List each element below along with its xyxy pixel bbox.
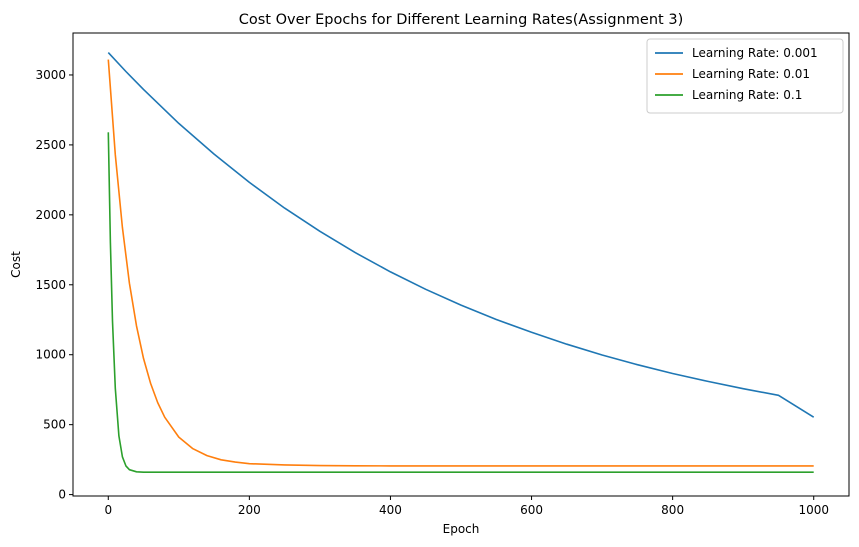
x-tick-label: 0 bbox=[104, 503, 112, 517]
y-tick-label: 500 bbox=[43, 418, 66, 432]
series-line-2 bbox=[107, 132, 814, 474]
y-tick-label: 3000 bbox=[35, 68, 66, 82]
x-tick-label: 1000 bbox=[798, 503, 829, 517]
x-tick-label: 800 bbox=[661, 503, 684, 517]
chart-title: Cost Over Epochs for Different Learning … bbox=[239, 12, 683, 28]
series-line-0 bbox=[107, 52, 815, 418]
x-tick-label: 200 bbox=[238, 503, 261, 517]
x-axis: 0 200 400 600 800 1000 bbox=[104, 496, 829, 517]
y-tick-label: 2500 bbox=[35, 138, 66, 152]
x-axis-label: Epoch bbox=[443, 522, 480, 536]
x-tick-label: 400 bbox=[379, 503, 402, 517]
series-line-1 bbox=[107, 59, 814, 467]
x-tick-label: 600 bbox=[520, 503, 543, 517]
legend-box bbox=[646, 38, 844, 114]
plot-frame bbox=[72, 32, 850, 497]
y-tick-label: 2000 bbox=[35, 208, 66, 222]
y-axis-label: Cost bbox=[9, 251, 23, 278]
y-tick-label: 0 bbox=[58, 488, 66, 502]
legend: Learning Rate: 0.001 Learning Rate: 0.01 L… bbox=[646, 38, 844, 114]
legend-label-1: Learning Rate: 0.01 bbox=[692, 67, 810, 81]
y-tick-label: 1500 bbox=[35, 278, 66, 292]
y-tick-label: 1000 bbox=[35, 348, 66, 362]
legend-label-0: Learning Rate: 0.001 bbox=[692, 46, 818, 60]
y-axis: 0 500 1000 1500 2000 2500 3000 bbox=[35, 68, 73, 502]
legend-label-2: Learning Rate: 0.1 bbox=[692, 88, 802, 102]
